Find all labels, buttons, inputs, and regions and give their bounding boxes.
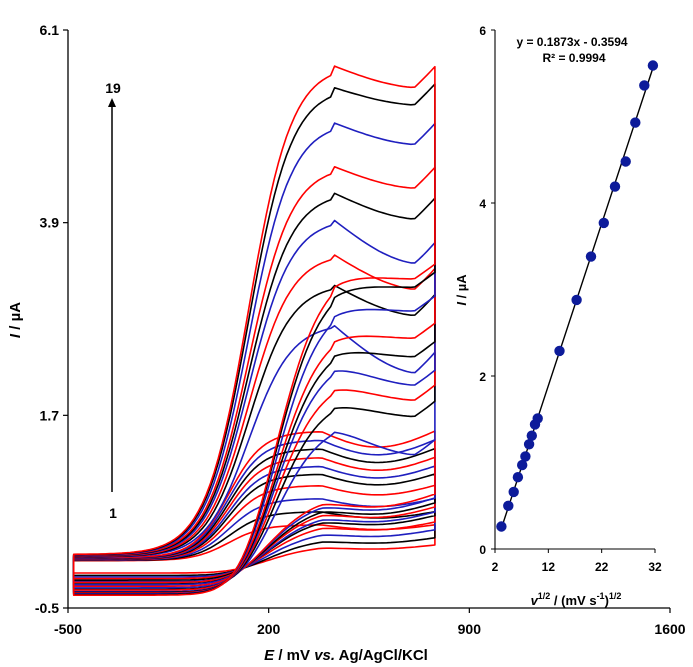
cv-curve-19 bbox=[72, 65, 436, 596]
cv-y-tick-label: -0.5 bbox=[35, 600, 59, 616]
cv-curve-5 bbox=[72, 473, 436, 581]
cv-y-tick-label: 6.1 bbox=[40, 22, 60, 38]
cv-curve-9 bbox=[72, 439, 436, 586]
cv-curve-2 bbox=[72, 510, 436, 577]
cv-curve-1 bbox=[72, 524, 436, 574]
cv-curve-7 bbox=[72, 456, 436, 584]
cv-curve-13 bbox=[72, 254, 436, 591]
inset-y-axis-title: I / µA bbox=[454, 274, 469, 306]
cv-curve-3 bbox=[72, 497, 436, 578]
cv-y-tick-label: 1.7 bbox=[40, 407, 60, 423]
inset-data-point bbox=[598, 217, 609, 229]
inset-data-point bbox=[571, 294, 582, 306]
inset-data-point bbox=[609, 181, 621, 192]
cv-x-axis-title-vs: vs. bbox=[314, 647, 335, 664]
inset-y-axis-title-unit: / µA bbox=[454, 274, 469, 302]
inset-x-tick-label: 12 bbox=[542, 560, 556, 574]
inset-data-point bbox=[512, 472, 524, 483]
cv-x-axis-title: E / mV vs. Ag/AgCl/KCl bbox=[264, 647, 428, 664]
inset-y-tick-label: 0 bbox=[479, 543, 486, 557]
inset-data-point bbox=[496, 521, 507, 532]
inset-data-point bbox=[503, 500, 514, 511]
fit-equation: y = 0.1873x - 0.3594 bbox=[516, 35, 627, 49]
inset-y-ticks: 0 2 4 6 bbox=[479, 24, 495, 557]
inset-x-ticks: 2 12 22 32 bbox=[492, 549, 662, 574]
inset-x-tick-label: 22 bbox=[595, 560, 609, 574]
inset-y-tick-label: 4 bbox=[479, 197, 486, 211]
inset-data-point bbox=[526, 430, 537, 441]
cv-x-axis-title-ref: Ag/AgCl/KCl bbox=[335, 647, 428, 664]
inset-data-point bbox=[630, 117, 641, 128]
inset-data-point bbox=[523, 439, 535, 450]
inset-data-point bbox=[639, 80, 650, 91]
inset-data-point bbox=[647, 60, 659, 71]
inset-x-axis-title-close: ) bbox=[605, 593, 609, 608]
cv-y-tick-label: 3.9 bbox=[40, 215, 60, 231]
inset-data-point bbox=[620, 156, 631, 167]
arrow-end-label: 19 bbox=[105, 80, 121, 96]
cv-x-tick-label: -500 bbox=[54, 621, 82, 637]
scan-rate-arrow-head bbox=[108, 98, 116, 107]
cv-curve-10 bbox=[72, 430, 436, 588]
inset-x-axis-title-sup3: 1/2 bbox=[609, 591, 622, 601]
inset-y-tick-label: 2 bbox=[479, 370, 486, 384]
inset-x-axis-title-sup1: 1/2 bbox=[538, 591, 551, 601]
inset-x-axis-title-unit: / (mV s bbox=[550, 593, 596, 608]
cv-y-ticks: -0.5 1.7 3.9 6.1 bbox=[35, 22, 68, 616]
cv-x-axis-title-unit: / mV bbox=[274, 647, 314, 664]
cv-x-tick-label: 1600 bbox=[654, 621, 685, 637]
inset-data-point bbox=[520, 451, 531, 462]
cv-curves bbox=[72, 65, 436, 596]
inset-x-tick-label: 32 bbox=[648, 560, 662, 574]
inset-y-axis-title-symbol: I bbox=[454, 302, 469, 306]
inset-x-axis-title-sup2: -1 bbox=[597, 591, 605, 601]
inset-y-tick-label: 6 bbox=[479, 24, 486, 38]
inset-data-point bbox=[532, 413, 543, 424]
cv-y-axis-title-symbol: I bbox=[7, 333, 24, 338]
cv-x-ticks: -500 200 900 1600 bbox=[54, 608, 686, 637]
inset-x-tick-label: 2 bbox=[492, 560, 499, 574]
cv-curve-4 bbox=[72, 484, 436, 580]
cv-y-axis-title: I / µA bbox=[7, 302, 24, 338]
inset-data-point bbox=[517, 459, 528, 471]
cv-x-axis-title-symbol: E bbox=[264, 647, 275, 664]
fit-r-squared: R² = 0.9994 bbox=[542, 51, 605, 65]
inset-data-point bbox=[585, 251, 597, 262]
inset-data-point bbox=[554, 345, 565, 357]
cv-plot: -500 200 900 1600 -0.5 1.7 3.9 6.1 19 1 E / mV… bbox=[7, 22, 686, 664]
cv-curve-11 bbox=[72, 325, 436, 589]
cv-x-tick-label: 200 bbox=[257, 621, 281, 637]
inset-x-axis-title: v1/2 / (mV s-1)1/2 bbox=[531, 591, 622, 608]
inset-points bbox=[496, 60, 659, 532]
cv-y-axis-title-unit: / µA bbox=[7, 302, 24, 334]
cv-x-tick-label: 900 bbox=[458, 621, 482, 637]
inset-data-point bbox=[508, 486, 519, 498]
inset-x-axis-title-symbol: v bbox=[531, 593, 539, 608]
arrow-start-label: 1 bbox=[109, 505, 117, 521]
